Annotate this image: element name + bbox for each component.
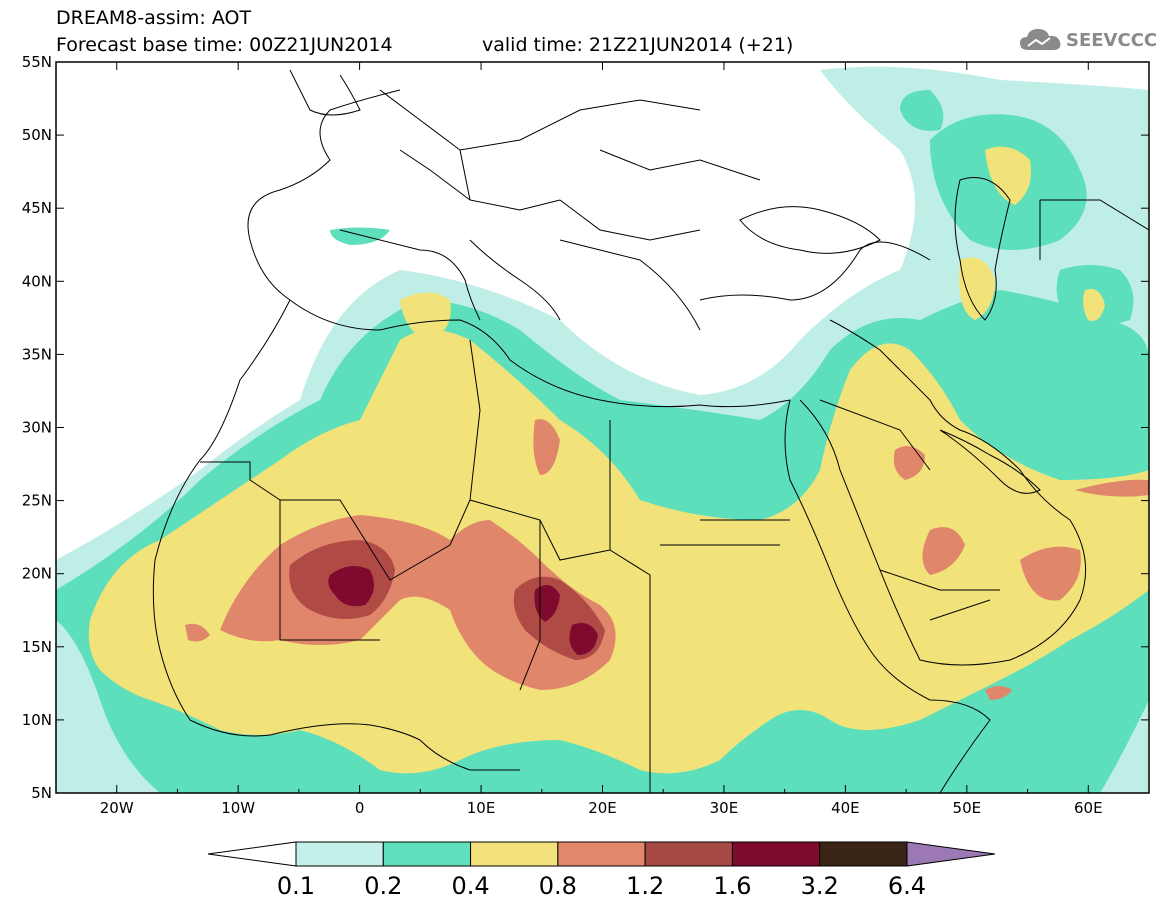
colorbar-segment: [731, 841, 821, 867]
colorbar-segment: [295, 841, 384, 867]
lat-tick-label: 35N: [22, 345, 52, 363]
colorbar-high-arrow: [906, 841, 996, 867]
aot-colorbar: 0.1 0.2 0.4 0.8 1.2 1.6 3.2 6.4: [207, 841, 996, 900]
lat-tick-label: 20N: [22, 565, 52, 583]
colorbar-label: 0.2: [364, 872, 402, 900]
aot-contour-fields: [56, 66, 1149, 793]
lon-tick-label: 20E: [588, 799, 617, 817]
country-borders-africa: [200, 339, 790, 793]
lon-tick-label: 30E: [710, 799, 739, 817]
lat-tick-label: 45N: [22, 199, 52, 217]
lat-tick-label: 5N: [31, 784, 52, 802]
colorbar-low-arrow: [207, 841, 297, 867]
aot-field-1.6: [328, 566, 598, 655]
africa-north-coast: [289, 299, 791, 408]
seevccc-logo: SEEVCCC: [1018, 26, 1158, 56]
lon-tick-label: 40E: [831, 799, 860, 817]
lon-tick-label: 10E: [467, 799, 496, 817]
lon-tick-label: 60E: [1074, 799, 1103, 817]
colorbar-segment: [644, 841, 733, 867]
map-title: DREAM8-assim: AOT: [56, 7, 252, 29]
colorbar-label: 0.4: [451, 872, 489, 900]
lat-tick-label: 15N: [22, 638, 52, 656]
colorbar-label: 0.8: [539, 872, 577, 900]
logo-text: SEEVCCC: [1066, 30, 1158, 51]
valid-time: valid time: 21Z21JUN2014 (+21): [482, 34, 794, 56]
lat-tick-label: 55N: [22, 53, 52, 71]
coastlines-borders: [152, 69, 1149, 793]
country-borders-asia: [819, 199, 1149, 621]
lat-tick-label: 10N: [22, 711, 52, 729]
uk-coast: [289, 69, 361, 116]
arabian-peninsula-coast: [799, 319, 1087, 666]
lat-tick-label: 25N: [22, 492, 52, 510]
lat-tick-label: 30N: [22, 419, 52, 437]
colorbar-segment: [470, 841, 559, 867]
iberia-france-coast: [247, 89, 401, 241]
caspian-sea-coast: [954, 177, 1011, 321]
black-sea-coast: [739, 206, 881, 254]
longitude-axis: 20W 10W 0 10E 20E 30E 40E 50E 60E: [55, 62, 1150, 817]
persian-gulf-coast: [939, 429, 1041, 494]
aot-field-0.4: [88, 146, 1149, 774]
lon-tick-label: 0: [355, 799, 365, 817]
latitude-axis: 55N 50N 45N 40N 35N 30N 25N 20N 15N 10N 5N: [22, 53, 1149, 802]
colorbar-label: 1.2: [626, 872, 664, 900]
colorbar-label: 3.2: [801, 872, 839, 900]
country-borders-europe: [379, 89, 761, 241]
lon-tick-label: 50E: [953, 799, 982, 817]
colorbar-label: 0.1: [277, 872, 315, 900]
colorbar-label: 6.4: [888, 872, 926, 900]
africa-west-coast: [152, 299, 520, 771]
colorbar-label: 1.6: [713, 872, 751, 900]
red-sea-west-coast: [784, 399, 991, 793]
colorbar-segment: [819, 841, 908, 867]
forecast-base-time: Forecast base time: 00Z21JUN2014: [56, 34, 393, 56]
lon-tick-label: 20W: [100, 799, 134, 817]
colorbar-segment: [382, 841, 472, 867]
lat-tick-label: 40N: [22, 272, 52, 290]
lon-tick-label: 10W: [221, 799, 255, 817]
cloud-icon: [1020, 29, 1061, 50]
colorbar-segment: [557, 841, 646, 867]
europe-south-coast: [249, 229, 931, 331]
lat-tick-label: 50N: [22, 126, 52, 144]
